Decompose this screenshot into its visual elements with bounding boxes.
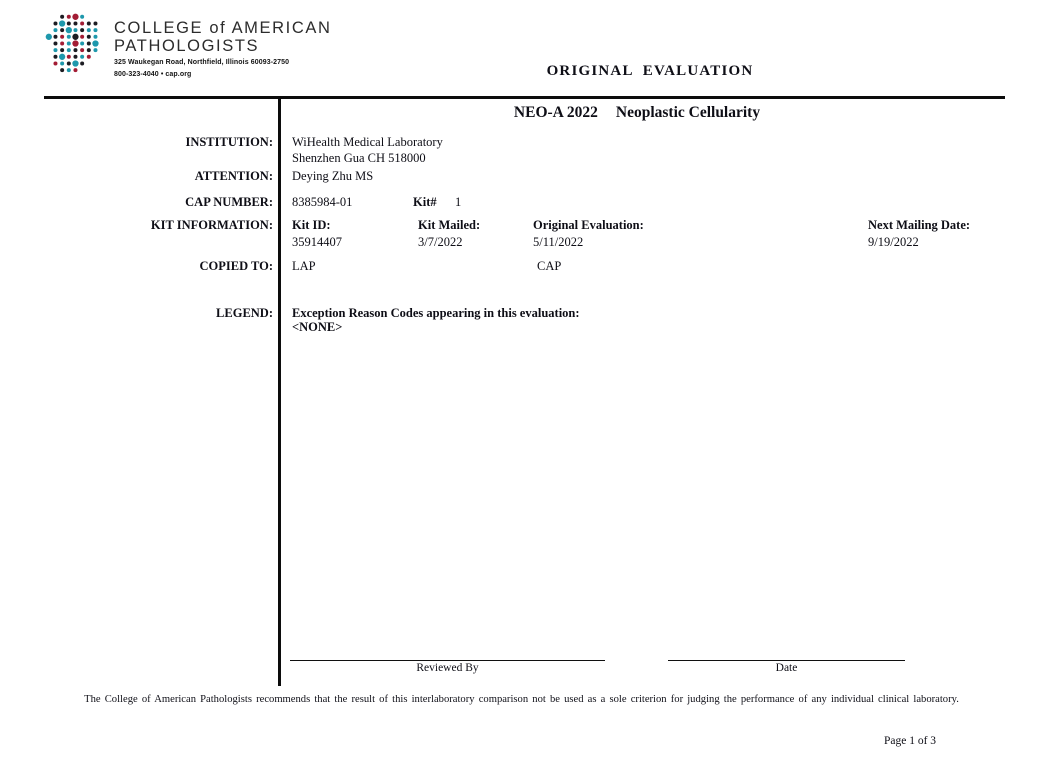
cap-number-label: CAP NUMBER: <box>185 195 273 209</box>
kit-hash-label: Kit# <box>413 195 437 209</box>
cap-logo-icon <box>45 12 105 79</box>
next-mailing-date-value: 9/19/2022 <box>868 235 919 249</box>
date-label: Date <box>775 662 798 674</box>
next-mailing-date-label: Next Mailing Date: <box>868 218 971 232</box>
copied-to-label: COPIED TO: <box>199 259 273 273</box>
logo-name-line1: COLLEGE of AMERICAN <box>114 19 332 37</box>
cap-number-value: 8385984-01 <box>292 195 353 209</box>
program-title: NEO-A 2022 Neoplastic Cellularity <box>281 104 993 122</box>
kit-mailed-label: Kit Mailed: <box>418 218 481 232</box>
cap-logo-text: COLLEGE of AMERICAN PATHOLOGISTS 325 Wau… <box>114 12 331 79</box>
institution-name: WiHealth Medical Laboratory <box>292 135 443 149</box>
label-column-divider <box>278 99 281 686</box>
disclaimer-note: The College of American Pathologists rec… <box>84 694 959 705</box>
date-signature-line <box>668 660 905 661</box>
kit-id-label: Kit ID: <box>292 218 331 232</box>
header-divider <box>44 96 1005 99</box>
kit-hash-value: 1 <box>455 195 462 209</box>
report-type-title: ORIGINAL EVALUATION <box>546 63 754 79</box>
institution-label: INSTITUTION: <box>185 135 273 149</box>
program-name: Neoplastic Cellularity <box>615 104 761 121</box>
reviewed-by-label: Reviewed By <box>416 662 479 674</box>
kit-mailed-value: 3/7/2022 <box>418 235 463 249</box>
legend-label: LEGEND: <box>216 306 273 320</box>
page-number: Page 1 of 3 <box>884 735 937 747</box>
logo-phone-web: 800-323-4040 • cap.org <box>114 71 192 78</box>
attention-value: Deying Zhu MS <box>292 169 374 183</box>
logo-name-line2: PATHOLOGISTS <box>114 37 260 55</box>
original-evaluation-value: 5/11/2022 <box>533 235 584 249</box>
logo-address: 325 Waukegan Road, Northfield, Illinois … <box>114 59 290 66</box>
copied-to-value-lap: LAP <box>292 259 316 273</box>
institution-address: Shenzhen Gua CH 518000 <box>292 151 426 165</box>
original-evaluation-label: Original Evaluation: <box>533 218 644 232</box>
kit-id-value: 35914407 <box>292 235 342 249</box>
attention-label: ATTENTION: <box>194 169 273 183</box>
legend-none-value: <NONE> <box>292 320 343 334</box>
kit-information-label: KIT INFORMATION: <box>150 218 273 232</box>
program-code: NEO-A 2022 <box>513 104 598 121</box>
cap-logo: COLLEGE of AMERICAN PATHOLOGISTS 325 Wau… <box>45 12 331 79</box>
legend-exception-codes-line: Exception Reason Codes appearing in this… <box>292 306 580 320</box>
reviewed-by-signature-line <box>290 660 605 661</box>
copied-to-value-cap: CAP <box>537 259 562 273</box>
